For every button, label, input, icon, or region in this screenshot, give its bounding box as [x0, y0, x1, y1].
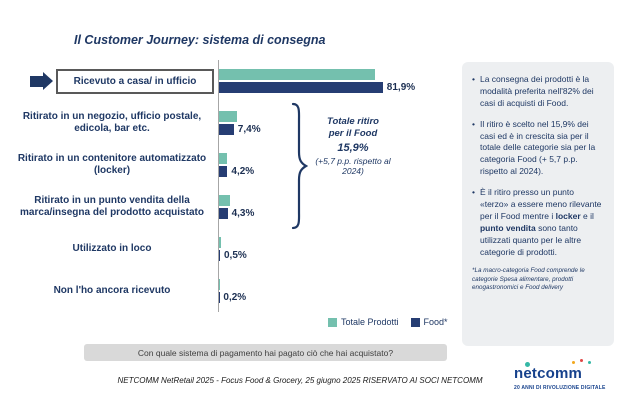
annotation-line2: per il Food [328, 127, 378, 139]
bar-line: 4,3% [219, 208, 458, 219]
footnote: *La macro-categoria Food comprende le ca… [472, 267, 585, 292]
bar-totale-prodotti [219, 153, 227, 164]
logo-dot-icon [588, 361, 591, 364]
category-label: Non l'ho ancora ricevuto [53, 285, 171, 296]
bullet-text: È il ritiro presso un punto «terzo» a es… [479, 187, 602, 257]
bars-group: 4,2% [218, 144, 458, 186]
legend-item: Food* [410, 317, 448, 327]
category-label: Utilizzato in loco [72, 243, 152, 254]
annotation-totale-ritiro: Totale ritiro per il Food 15,9% (+5,7 p.… [308, 116, 398, 177]
insights-panel: • La consegna dei prodotti è la modalità … [462, 62, 614, 346]
bars-group: 7,4% [218, 102, 458, 144]
footer-text: NETCOMM NetRetail 2025 - Focus Food & Gr… [117, 376, 483, 385]
legend-item: Totale Prodotti [328, 317, 399, 327]
arrow-icon [30, 75, 43, 87]
bar-line [219, 237, 458, 248]
bar-food [219, 166, 228, 177]
bar-line: 4,2% [219, 166, 458, 177]
bullet-marker: • [472, 74, 475, 84]
bullet-text: Il ritiro è scelto nel 15,9% dei casi ed… [479, 118, 596, 177]
category-label: Ritirato in un negozio, ufficio postale,… [22, 111, 202, 134]
annotation-note: (+5,7 p.p. rispetto al 2024) [315, 155, 391, 177]
logo-dot-icon [572, 361, 575, 364]
bullet-text: La consegna dei prodotti è la modalità p… [479, 74, 594, 108]
bar-food [219, 124, 234, 135]
bar-food [219, 82, 383, 93]
bar-line [219, 279, 458, 290]
annotation-line1: Totale ritiro [327, 116, 379, 127]
legend-swatch [328, 317, 337, 327]
page-title: Il Customer Journey: sistema di consegna [74, 33, 326, 47]
chart-row: Ritirato in un negozio, ufficio postale,… [6, 102, 458, 144]
category-label: Ritirato in un punto vendita della marca… [20, 195, 204, 218]
bar-food [219, 250, 220, 261]
bar-line: 0,5% [219, 250, 458, 261]
category-label: Ritirato in un contenitore automatizzato… [17, 153, 207, 176]
logo-brand: netcomm [514, 359, 591, 382]
category-label: Ricevuto a casa/ in ufficio [56, 68, 214, 94]
value-label: 0,2% [223, 292, 247, 303]
arrow-icon [43, 72, 53, 90]
chart-row: Ricevuto a casa/ in ufficio 81,9% [6, 60, 458, 102]
value-label: 4,3% [231, 208, 255, 219]
survey-question-strip: Con quale sistema di pagamento hai pagat… [84, 344, 447, 361]
legend-label: Food* [423, 317, 448, 327]
chart-row: Non l'ho ancora ricevuto 0,2% [6, 270, 458, 312]
bars-group: 0,2% [218, 270, 458, 312]
insight-bullet: • Il ritiro è scelto nel 15,9% dei casi e… [472, 119, 604, 178]
bullet-marker: • [472, 118, 475, 129]
value-label: 0,5% [224, 250, 247, 261]
bar-totale-prodotti [219, 111, 237, 122]
logo-dot-icon [580, 359, 583, 362]
chart-legend: Totale Prodotti Food* [328, 317, 448, 327]
curly-brace [291, 102, 308, 230]
insight-bullet: • È il ritiro presso un punto «terzo» a e… [472, 187, 604, 258]
bar-line: 0,2% [219, 292, 458, 303]
chart-row: Utilizzato in loco 0,5% [6, 228, 458, 270]
value-label: 4,2% [231, 166, 255, 177]
bar-line: 81,9% [219, 82, 458, 93]
bars-group: 0,5% [218, 228, 458, 270]
netcomm-logo: netcomm 20 ANNI DI RIVOLUZIONE DIGITALE [514, 359, 614, 391]
chart-row: Ritirato in un contenitore automatizzato… [6, 144, 458, 186]
bar-line: 7,4% [219, 124, 458, 135]
bar-line [219, 111, 458, 122]
value-label: 7,4% [237, 124, 261, 135]
bullet-marker: • [472, 187, 475, 198]
bar-totale-prodotti [219, 279, 220, 290]
chart-rows: Ricevuto a casa/ in ufficio 81,9% Ritirato… [6, 60, 458, 312]
bars-group: 4,3% [218, 186, 458, 228]
logo-tagline: 20 ANNI DI RIVOLUZIONE DIGITALE [514, 385, 606, 391]
legend-label: Totale Prodotti [341, 317, 399, 327]
insight-bullets: • La consegna dei prodotti è la modalità … [472, 74, 604, 258]
annotation-value: 15,9% [337, 141, 369, 154]
legend-swatch [410, 317, 420, 327]
bar-chart: Ricevuto a casa/ in ufficio 81,9% Ritirato… [6, 60, 458, 360]
value-label: 81,9% [386, 82, 416, 93]
logo-dot-icon [525, 362, 530, 367]
bar-totale-prodotti [219, 237, 221, 248]
bar-totale-prodotti [219, 195, 230, 206]
bars-group: 81,9% [218, 60, 458, 102]
bar-totale-prodotti [219, 69, 375, 80]
logo-brand-text: netcomm [514, 365, 583, 382]
bar-line [219, 195, 458, 206]
chart-row: Ritirato in un punto vendita della marca… [6, 186, 458, 228]
insight-bullet: • La consegna dei prodotti è la modalità … [472, 74, 604, 110]
bar-food [219, 208, 228, 219]
bar-line [219, 153, 458, 164]
highlighted-category: Ricevuto a casa/ in ufficio [6, 68, 218, 94]
bar-line [219, 69, 458, 80]
